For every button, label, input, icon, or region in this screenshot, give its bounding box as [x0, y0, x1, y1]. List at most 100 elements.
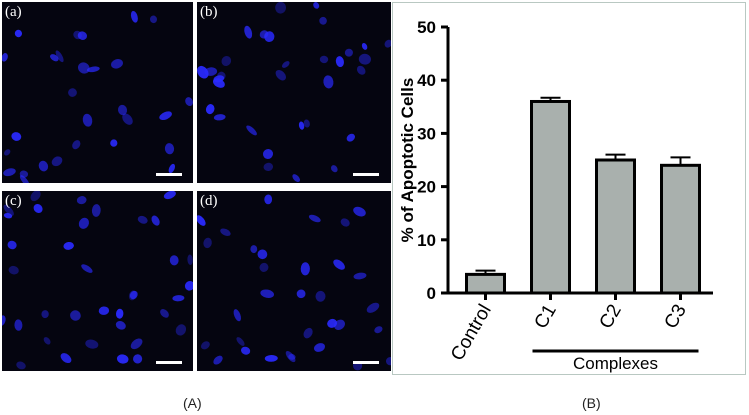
- cell-nucleus: [168, 163, 176, 174]
- y-tick-label: 40: [417, 71, 436, 90]
- cell-nucleus: [275, 69, 286, 81]
- cell-nucleus: [259, 30, 269, 39]
- cell-nucleus: [16, 361, 26, 370]
- cell-nucleus: [353, 272, 367, 280]
- scale-bar-b: [353, 173, 379, 176]
- scale-bar-c: [156, 361, 182, 364]
- cell-nucleus: [220, 228, 231, 236]
- x-tick-label: C3: [660, 301, 690, 333]
- cell-nucleus: [110, 139, 118, 147]
- cell-nucleus: [213, 355, 223, 365]
- cell-nucleus: [296, 289, 306, 299]
- cell-nucleus: [19, 175, 30, 183]
- cell-nucleus: [169, 255, 179, 266]
- cell-nucleus: [129, 290, 138, 300]
- cell-nucleus: [30, 191, 41, 202]
- cell-nucleus: [115, 320, 126, 330]
- cell-nucleus: [240, 346, 251, 355]
- y-tick-label: 50: [417, 18, 436, 37]
- cell-nucleus: [2, 315, 6, 326]
- cell-nucleus: [50, 54, 59, 62]
- cell-nucleus: [3, 168, 16, 177]
- bar-c3: [660, 163, 701, 295]
- cell-nucleus: [98, 306, 110, 315]
- micrograph-c: (c): [2, 191, 193, 371]
- cell-nucleus: [236, 337, 245, 346]
- cell-nucleus: [257, 249, 268, 260]
- cells-b: [197, 2, 391, 183]
- cell-nucleus: [14, 319, 23, 331]
- cell-nucleus: [11, 132, 22, 141]
- cell-nucleus: [246, 125, 257, 136]
- cell-nucleus: [43, 337, 51, 345]
- cell-nucleus: [386, 357, 391, 366]
- bar-chart: 0 10 20 30 40 50 % of Apoptotic Cells Control C1…: [398, 18, 713, 373]
- bar-c2: [595, 158, 636, 295]
- x-tick-label: C2: [595, 301, 625, 333]
- cell-nucleus: [200, 341, 210, 350]
- cell-nucleus: [327, 318, 338, 328]
- cell-nucleus: [335, 56, 344, 68]
- x-tick-label: C1: [530, 301, 560, 333]
- cell-nucleus: [197, 215, 206, 226]
- caption-b: (B): [582, 395, 601, 411]
- panel-label-a: (a): [5, 4, 22, 20]
- cell-nucleus: [81, 264, 93, 273]
- cell-nucleus: [151, 215, 160, 226]
- micrograph-d: (d): [197, 191, 391, 371]
- cell-nucleus: [358, 53, 371, 65]
- cell-nucleus: [82, 113, 93, 127]
- cell-nucleus: [319, 16, 327, 25]
- cell-nucleus: [63, 241, 74, 250]
- scale-bar-a: [156, 173, 182, 176]
- cell-nucleus: [244, 25, 253, 39]
- cell-nucleus: [313, 2, 320, 9]
- cell-nucleus: [361, 42, 368, 50]
- cell-nucleus: [7, 240, 17, 250]
- cell-nucleus: [72, 140, 81, 150]
- cell-nucleus: [298, 121, 305, 130]
- cell-nucleus: [3, 204, 14, 216]
- cell-nucleus: [2, 52, 8, 62]
- cell-nucleus: [76, 196, 87, 205]
- cell-nucleus: [233, 309, 241, 322]
- cell-nucleus: [333, 259, 345, 270]
- cell-nucleus: [353, 206, 366, 217]
- cell-nucleus: [217, 71, 226, 81]
- cell-nucleus: [163, 191, 176, 200]
- cell-nucleus: [205, 104, 215, 115]
- cell-nucleus: [116, 354, 129, 364]
- cell-nucleus: [285, 351, 296, 363]
- cell-nucleus: [137, 215, 148, 224]
- group-label: Complexes: [573, 354, 658, 373]
- bar-c1: [530, 99, 571, 295]
- cells-d: [197, 194, 391, 371]
- bar-control: [465, 272, 506, 295]
- cell-nucleus: [250, 245, 258, 254]
- cell-nucleus: [91, 204, 101, 217]
- cell-nucleus: [19, 170, 29, 178]
- cell-nucleus: [264, 194, 273, 205]
- cell-nucleus: [130, 10, 138, 23]
- cell-nucleus: [117, 104, 128, 116]
- cell-nucleus: [197, 65, 209, 79]
- cell-nucleus: [204, 67, 218, 76]
- cell-nucleus: [8, 265, 19, 275]
- cell-nucleus: [340, 218, 350, 227]
- y-tick-label: 10: [417, 231, 436, 250]
- cell-nucleus: [344, 48, 353, 57]
- cells-c: [2, 191, 193, 370]
- cell-nucleus: [184, 280, 193, 291]
- cells-a: [2, 10, 193, 183]
- cell-nucleus: [260, 289, 275, 298]
- cell-nucleus: [149, 15, 158, 24]
- cell-nucleus: [374, 326, 383, 334]
- cell-nucleus: [175, 324, 187, 336]
- cell-nucleus: [3, 213, 13, 219]
- cell-nucleus: [86, 66, 100, 73]
- cell-nucleus: [68, 88, 77, 97]
- cell-nucleus: [4, 149, 11, 156]
- cell-nucleus: [122, 113, 133, 125]
- cell-nucleus: [323, 75, 334, 89]
- cell-nucleus: [38, 160, 49, 172]
